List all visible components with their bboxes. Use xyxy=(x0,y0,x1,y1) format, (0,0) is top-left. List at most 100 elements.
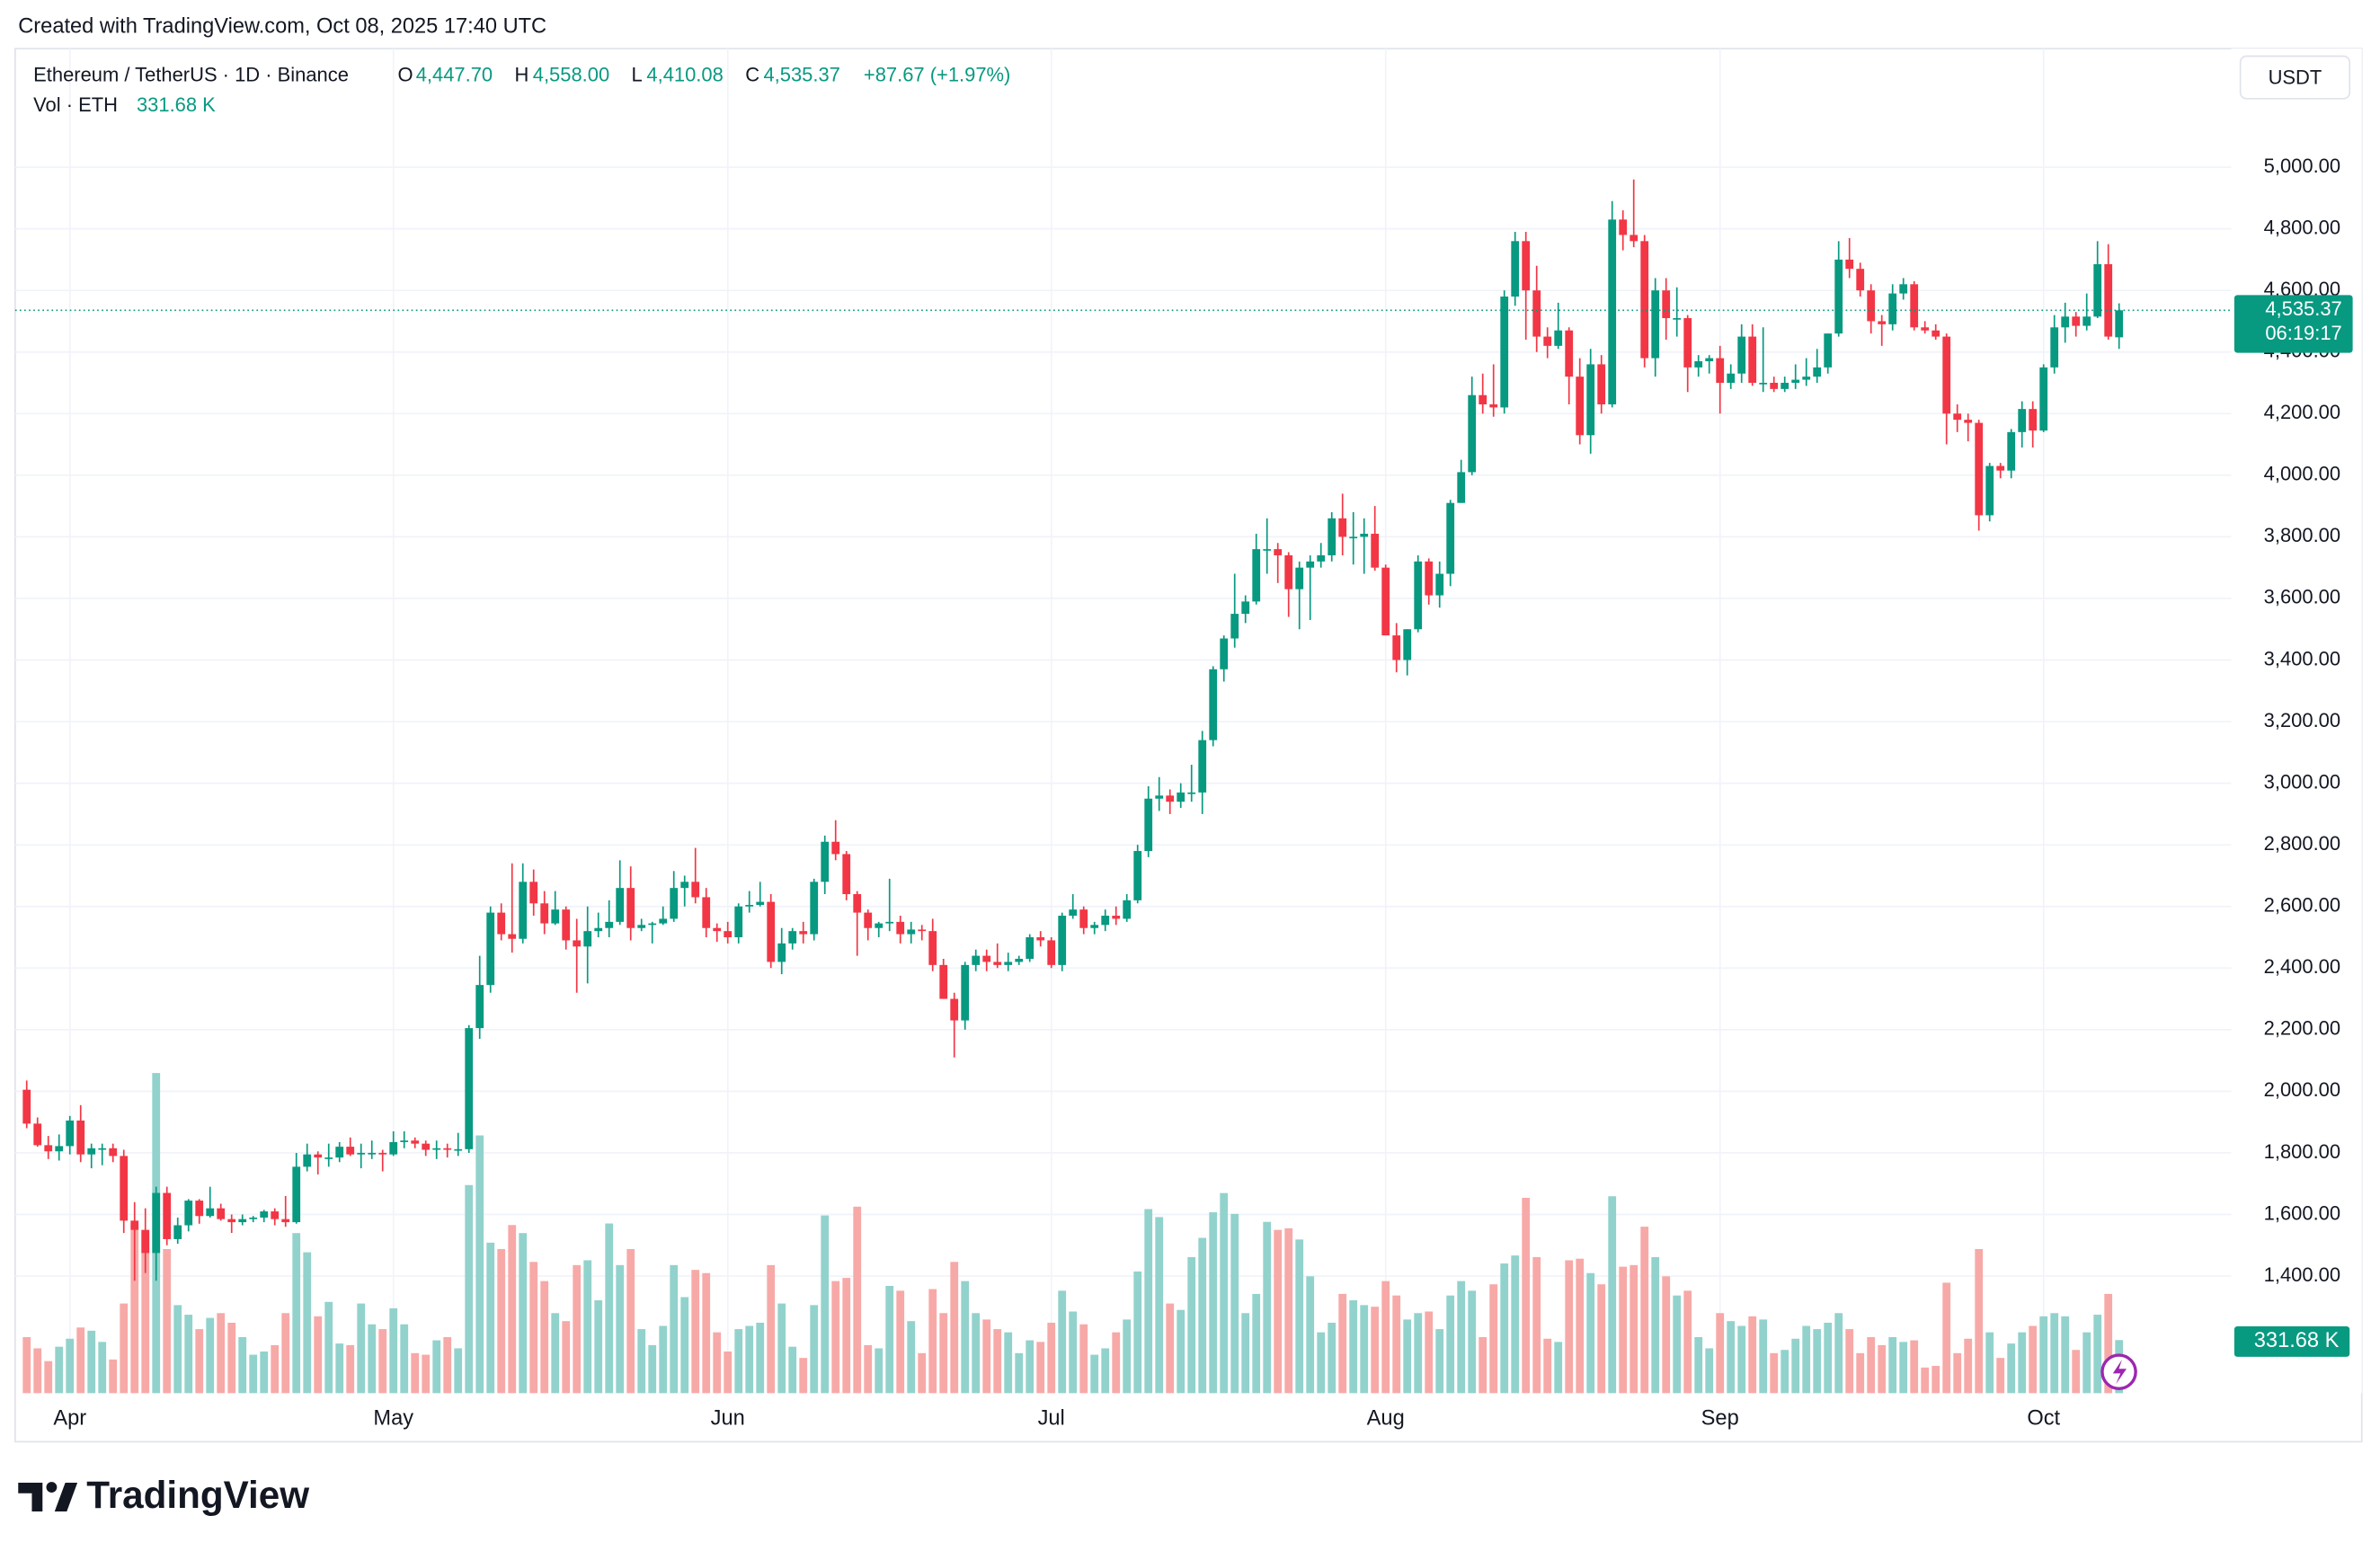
y-tick-label: 4,000.00 xyxy=(2264,463,2340,485)
price-axis-bg xyxy=(2231,49,2362,1394)
candle-body xyxy=(1026,937,1035,960)
candle-body xyxy=(152,1192,161,1254)
candle-body xyxy=(1802,377,1811,380)
volume-bar xyxy=(1220,1192,1229,1394)
volume-bar xyxy=(1824,1322,1833,1394)
volume-bar xyxy=(1759,1319,1768,1394)
candle-body xyxy=(799,931,808,935)
candle-body xyxy=(1457,472,1466,503)
candle-body xyxy=(777,943,786,962)
volume-bar xyxy=(799,1358,808,1394)
volume-bar xyxy=(1069,1311,1078,1394)
volume-bar xyxy=(44,1360,53,1394)
volume-bar xyxy=(896,1290,905,1394)
candle-body xyxy=(724,931,733,938)
volume-bar xyxy=(1392,1295,1401,1394)
volume-bar xyxy=(616,1264,625,1394)
candle-body xyxy=(227,1219,236,1223)
volume-bar xyxy=(821,1215,830,1394)
candle-body xyxy=(1274,549,1283,555)
candle-body xyxy=(702,897,711,928)
volume-bar xyxy=(1123,1319,1132,1394)
volume-bar xyxy=(626,1249,635,1394)
candle-body xyxy=(1964,420,1973,423)
candle-body xyxy=(1662,290,1671,319)
volume-bar xyxy=(130,1225,139,1394)
volume-bar xyxy=(1198,1237,1207,1394)
volume-bar xyxy=(907,1321,916,1394)
volume-bar xyxy=(66,1338,75,1394)
candle-body xyxy=(1230,614,1239,639)
ohlc-key: H xyxy=(514,63,528,85)
y-tick-label: 1,400.00 xyxy=(2264,1263,2340,1286)
volume-bar xyxy=(1155,1217,1164,1394)
volume-bar xyxy=(1479,1336,1488,1394)
candle-body xyxy=(475,985,484,1029)
candle-body xyxy=(1781,382,1789,389)
volume-bar xyxy=(1209,1212,1218,1394)
x-tick-label: Jul xyxy=(1038,1406,1065,1430)
volume-bar xyxy=(1576,1258,1585,1394)
candle-body xyxy=(1079,909,1088,928)
volume-bar xyxy=(227,1322,236,1394)
volume-bar xyxy=(1241,1313,1250,1394)
candle-body xyxy=(1241,601,1250,615)
currency: USDT xyxy=(2269,66,2322,89)
volume-bar xyxy=(1381,1281,1390,1394)
volume-bar xyxy=(1047,1322,1056,1394)
candle-body xyxy=(2007,431,2016,471)
candle-body xyxy=(497,912,506,935)
candle-body xyxy=(1878,321,1887,324)
volume-bar xyxy=(206,1317,215,1394)
volume-bar xyxy=(1878,1344,1887,1394)
ohlc-value: 4,558.00 xyxy=(533,63,609,85)
candle-body xyxy=(1004,962,1013,965)
y-tick-label: 4,200.00 xyxy=(2264,401,2340,423)
candle-body xyxy=(2072,316,2081,326)
candle-body xyxy=(788,931,797,944)
volume-bar xyxy=(1640,1227,1649,1394)
volume-bar xyxy=(756,1322,765,1394)
candle-body xyxy=(1500,297,1509,408)
volume-bar xyxy=(1662,1276,1671,1394)
candle-body xyxy=(519,882,528,939)
volume-bar xyxy=(2050,1313,2059,1394)
candle-body xyxy=(1414,561,1423,630)
candle-body xyxy=(33,1123,42,1146)
volume-bar xyxy=(1748,1316,1757,1394)
volume-bar xyxy=(1813,1329,1822,1394)
ohlc-value: 4,447.70 xyxy=(416,63,493,85)
candle-body xyxy=(562,909,571,941)
volume-bar xyxy=(1457,1281,1466,1394)
candle-body xyxy=(1328,518,1337,555)
candle-body xyxy=(637,925,646,928)
candle-body xyxy=(1133,851,1142,900)
candle-body xyxy=(896,921,905,935)
candle-body xyxy=(1198,740,1207,793)
candle-body xyxy=(583,931,592,947)
volume-bar xyxy=(1737,1325,1746,1394)
volume-bar xyxy=(335,1343,344,1394)
candle-body xyxy=(1144,798,1153,852)
currency-button[interactable] xyxy=(2239,55,2351,100)
volume-bar xyxy=(1414,1313,1423,1394)
candle-body xyxy=(745,905,754,907)
candle-body xyxy=(1576,377,1585,436)
candle-body xyxy=(950,998,959,1021)
candle-body xyxy=(411,1140,420,1144)
ohlc-key: C xyxy=(745,63,759,85)
y-tick-label: 2,000.00 xyxy=(2264,1078,2340,1101)
candle-body xyxy=(1177,792,1186,802)
volume-bar xyxy=(1630,1264,1638,1394)
candle-body xyxy=(400,1140,409,1142)
volume-bar xyxy=(1802,1325,1811,1394)
volume-bar xyxy=(2082,1332,2091,1394)
symbol-title: Ethereum / TetherUS · 1D · Binance xyxy=(33,63,349,85)
volume-bar xyxy=(1295,1239,1304,1394)
candle-body xyxy=(98,1148,107,1150)
volume-axis-label: 331.68 K xyxy=(2254,1329,2340,1352)
candle-body xyxy=(1381,567,1390,636)
x-tick-label: May xyxy=(373,1406,413,1430)
volume-bar xyxy=(400,1324,409,1394)
volume-bar xyxy=(605,1223,614,1394)
